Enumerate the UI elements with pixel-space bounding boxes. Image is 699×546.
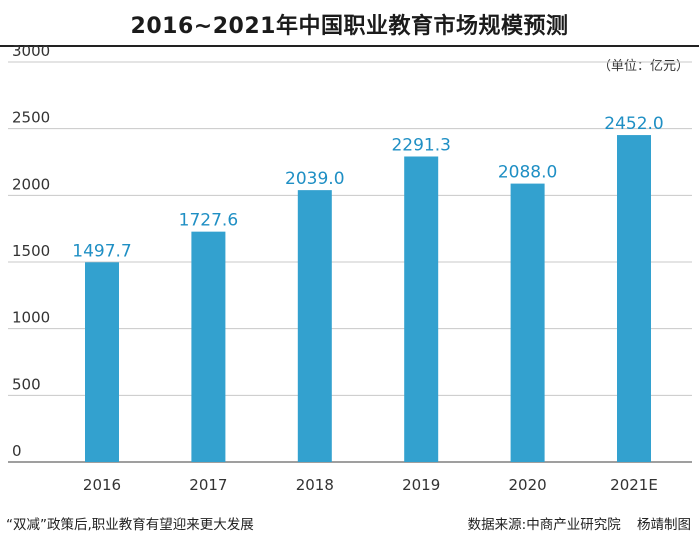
bar-2018 xyxy=(297,190,332,462)
bar-2019 xyxy=(404,156,439,462)
value-label-2017: 1727.6 xyxy=(179,211,238,231)
y-tick-label: 1500 xyxy=(12,242,50,260)
gridlines xyxy=(8,61,692,463)
y-tick-label: 500 xyxy=(12,375,41,393)
bar-2021E xyxy=(617,135,651,463)
chart-credit: 杨靖制图 xyxy=(637,517,691,533)
value-label-2019: 2291.3 xyxy=(391,135,450,155)
bars xyxy=(85,135,651,463)
unit-label: （单位：亿元） xyxy=(597,59,689,74)
value-label-2016: 1497.7 xyxy=(72,241,131,261)
y-axis-ticks: 0 500 1000 1500 2000 2500 3000 xyxy=(12,42,50,460)
y-tick-label: 0 xyxy=(12,442,22,460)
x-tick-label: 2018 xyxy=(296,476,334,494)
x-tick-label: 2019 xyxy=(402,476,440,494)
value-label-2018: 2039.0 xyxy=(285,169,344,189)
footer-caption: “双减”政策后,职业教育有望迎来更大发展 xyxy=(6,517,254,533)
y-tick-label: 1000 xyxy=(12,309,50,327)
bar-2020 xyxy=(510,183,545,462)
chart-title: 2016~2021年中国职业教育市场规模预测 xyxy=(130,14,569,39)
x-axis-ticks: 2016 2017 2018 2019 2020 2021E xyxy=(83,476,658,494)
title-divider xyxy=(0,45,699,47)
x-tick-label: 2016 xyxy=(83,476,121,494)
bar-2017 xyxy=(191,231,226,462)
data-source: 数据来源:中商产业研究院 xyxy=(467,517,621,533)
footer-source-credit: 数据来源:中商产业研究院 杨靖制图 xyxy=(468,513,691,533)
value-label-2020: 2088.0 xyxy=(498,163,557,183)
value-labels: 1497.7 1727.6 2039.0 2291.3 2088.0 2452.0 xyxy=(72,114,663,261)
value-label-2021E: 2452.0 xyxy=(604,114,663,134)
x-tick-label: 2020 xyxy=(509,476,547,494)
y-tick-label: 3000 xyxy=(12,42,50,60)
x-tick-label: 2021E xyxy=(610,476,658,494)
y-tick-label: 2500 xyxy=(12,109,50,127)
y-tick-label: 2000 xyxy=(12,175,50,193)
x-tick-label: 2017 xyxy=(189,476,227,494)
bar-2016 xyxy=(85,262,119,462)
